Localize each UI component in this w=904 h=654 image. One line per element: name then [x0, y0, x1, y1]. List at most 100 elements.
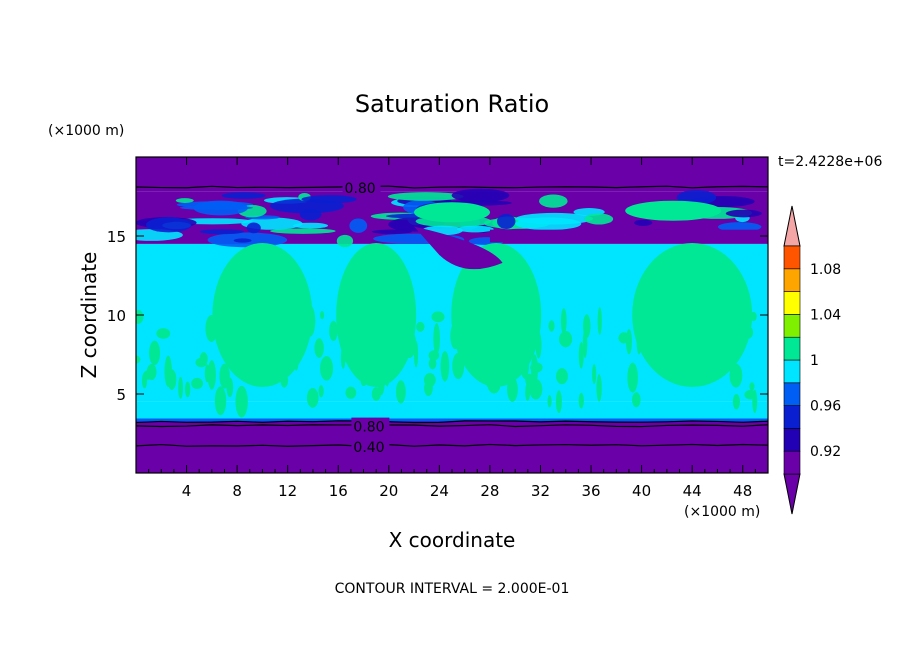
colorbar-tick-label: 1.04	[810, 307, 841, 323]
cloud-column	[451, 243, 542, 387]
moist-streak	[717, 222, 762, 232]
colorbar: 0.92 0.96 1 1.04 1.08	[783, 205, 841, 515]
moist-streak	[193, 200, 248, 216]
colorbar-swatch	[783, 291, 801, 315]
colorbar-under-arrow	[783, 473, 801, 515]
colorbar-tick-label: 1.08	[810, 262, 841, 278]
cloud-blob	[597, 306, 602, 335]
cloud-blob	[413, 340, 419, 368]
x-tick-label: 28	[480, 482, 499, 500]
cloud-blob	[636, 328, 642, 355]
cloud-blob	[663, 308, 672, 330]
cloud-blob	[529, 378, 543, 400]
moist-streak	[246, 222, 261, 234]
contour-line	[136, 424, 768, 428]
cloud-blob	[732, 393, 740, 410]
cloud-blob	[450, 322, 461, 350]
cloud-blob	[535, 331, 542, 359]
moist-streak	[676, 190, 717, 205]
contour-interval-note: CONTOUR INTERVAL = 2.000E-01	[335, 581, 570, 597]
moist-streak	[299, 208, 322, 221]
cloud-blob	[314, 338, 324, 358]
chart-title: Saturation Ratio	[355, 90, 549, 118]
field-band	[136, 420, 768, 473]
cloud-blob	[382, 374, 393, 383]
cloud-blob	[395, 380, 406, 404]
colorbar-swatch	[783, 382, 801, 406]
cloud-blob	[440, 350, 450, 382]
moist-streak	[584, 213, 614, 225]
cloud-blob	[136, 309, 144, 324]
moist-streak	[199, 229, 245, 235]
x-axis-label: X coordinate	[389, 528, 516, 552]
moist-streak	[634, 219, 653, 226]
cloud-blob	[320, 310, 325, 320]
contour-label: 0.40	[353, 440, 384, 456]
cloud-blob	[625, 200, 722, 221]
cloud-blob	[207, 360, 216, 390]
cloud-blob	[156, 328, 171, 339]
cloud-blob	[368, 306, 381, 337]
contour-label-bg	[351, 438, 390, 454]
contour-label-bg	[351, 417, 390, 433]
plot-field	[136, 157, 768, 473]
contour-label-bg	[342, 179, 381, 195]
cloud-blob	[345, 386, 357, 399]
cloud-blob	[282, 344, 294, 366]
moist-streak	[387, 192, 464, 201]
x-tick-label: 12	[278, 482, 297, 500]
x-tick-label: 4	[182, 482, 192, 500]
colorbar-swatch	[783, 405, 801, 429]
cloud-blob	[274, 347, 285, 359]
cloud-blob	[744, 318, 752, 331]
colorbar-swatch	[783, 428, 801, 452]
x-tick-label: 48	[733, 482, 752, 500]
moist-streak	[451, 188, 510, 203]
cloud-blob	[555, 368, 568, 385]
cloud-blob	[433, 323, 441, 355]
cloud-blob	[555, 390, 562, 414]
cloud-blob	[149, 340, 161, 366]
contour-line	[136, 443, 768, 447]
cloud-blob	[178, 376, 184, 399]
cloud-blob	[530, 362, 543, 373]
cloud-blob	[559, 330, 573, 348]
cloud-blob	[591, 364, 597, 385]
cloud-blob	[167, 369, 177, 390]
cloud-blob	[401, 335, 413, 347]
moist-streak	[539, 194, 568, 208]
x-tick-label: 32	[531, 482, 550, 500]
cloud-blob	[219, 363, 230, 389]
cloud-blob	[414, 202, 490, 223]
cloud-blob	[671, 348, 684, 368]
colorbar-tick-label: 0.96	[810, 399, 841, 415]
cloud-blob	[377, 365, 385, 396]
colorbar-tick-label: 1	[810, 353, 819, 369]
moist-streak	[301, 195, 357, 204]
y-axis-label: Z coordinate	[77, 252, 101, 379]
y-tick-label: 10	[107, 307, 126, 325]
cloud-blob	[428, 357, 437, 370]
x-tick-label: 40	[632, 482, 651, 500]
cloud-blob	[520, 350, 530, 379]
cloud-blob	[578, 341, 584, 369]
moist-strip	[136, 418, 768, 422]
cloud-blob	[734, 328, 739, 345]
colorbar-swatch	[783, 268, 801, 292]
cloud-blob	[744, 389, 757, 400]
field-band	[136, 401, 768, 421]
cloud-blob	[653, 309, 666, 323]
moist-streak	[725, 209, 762, 218]
cloud-blob	[205, 314, 218, 343]
x-tick-label: 44	[683, 482, 702, 500]
y-tick-label: 5	[116, 386, 126, 404]
time-label: t=2.4228e+06	[778, 154, 882, 170]
moist-streak	[221, 192, 266, 199]
moist-streak	[349, 218, 368, 233]
cloud-blob	[238, 321, 249, 344]
cloud-blob	[423, 372, 436, 388]
cloud-blob	[493, 323, 507, 350]
x-axis-unit: (×1000 m)	[684, 504, 760, 520]
moist-streak	[371, 229, 412, 234]
